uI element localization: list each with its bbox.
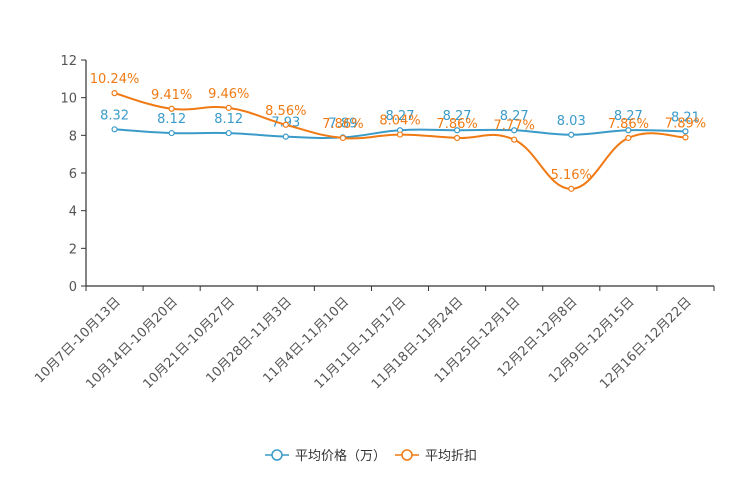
series-0-point (568, 131, 575, 138)
series-1-data-label: 7.77% (494, 119, 535, 134)
series-1-data-label: 9.46% (208, 87, 249, 102)
series-0-point (168, 129, 175, 137)
series-0-data-label: 8.27 (500, 109, 529, 124)
series-0-point (225, 129, 232, 137)
series-1-data-label: 7.89% (665, 116, 706, 131)
series-1-point (339, 134, 347, 142)
series-0-data-label: 8.27 (386, 109, 415, 124)
series-1-data-label: 7.86% (608, 117, 649, 132)
series-1-point (625, 134, 632, 142)
series-1-data-label: 7.86% (436, 117, 477, 132)
series-1-point (511, 136, 518, 143)
legend-0-marker (271, 449, 283, 461)
series-0-data-label: 8.21 (671, 110, 700, 125)
y-tick-label: 2 (69, 242, 77, 257)
series-1-point (453, 134, 461, 142)
series-0-point (682, 128, 689, 135)
series-0-data-label: 8.12 (157, 112, 186, 127)
series-0-data-label: 7.89 (328, 116, 357, 131)
series-0-data-label: 8.27 (443, 109, 472, 124)
series-1-data-label: 10.24% (90, 72, 140, 87)
y-tick-label: 12 (60, 54, 77, 69)
series-1-data-label: 5.16% (551, 168, 592, 183)
series-0-point (625, 127, 632, 134)
series-0-data-label: 8.27 (614, 109, 643, 124)
series-1-data-label: 7.86% (322, 117, 363, 132)
legend-1-label[interactable]: 平均折扣 (425, 449, 477, 464)
series-1-data-label: 9.41% (151, 88, 192, 103)
series-0-point (453, 127, 461, 134)
y-tick-label: 10 (60, 92, 77, 107)
series-0-data-label: 8.32 (100, 108, 129, 123)
legend-1-marker (401, 449, 413, 461)
series-1-point (682, 134, 689, 141)
series-0-point (111, 126, 118, 133)
legend-0-label[interactable]: 平均价格（万） (295, 448, 386, 464)
series-line-1 (114, 92, 686, 190)
series-0-data-label: 8.12 (214, 112, 243, 127)
series-1-point (168, 105, 175, 112)
series-1-point (225, 104, 232, 111)
series-0-point (511, 127, 518, 134)
y-tick-label: 8 (69, 129, 77, 144)
series-1-point (111, 90, 118, 97)
series-0-point (282, 133, 289, 140)
y-tick-label: 6 (69, 167, 77, 182)
y-tick-label: 4 (69, 205, 77, 220)
series-0-data-label: 8.03 (557, 114, 586, 129)
series-1-point (396, 131, 404, 138)
series-1-point (568, 185, 575, 192)
series-1-data-label: 8.56% (265, 104, 306, 119)
series-1-point (282, 121, 289, 128)
y-tick-label: 0 (69, 280, 77, 295)
series-1-data-label: 8.04% (379, 114, 420, 129)
